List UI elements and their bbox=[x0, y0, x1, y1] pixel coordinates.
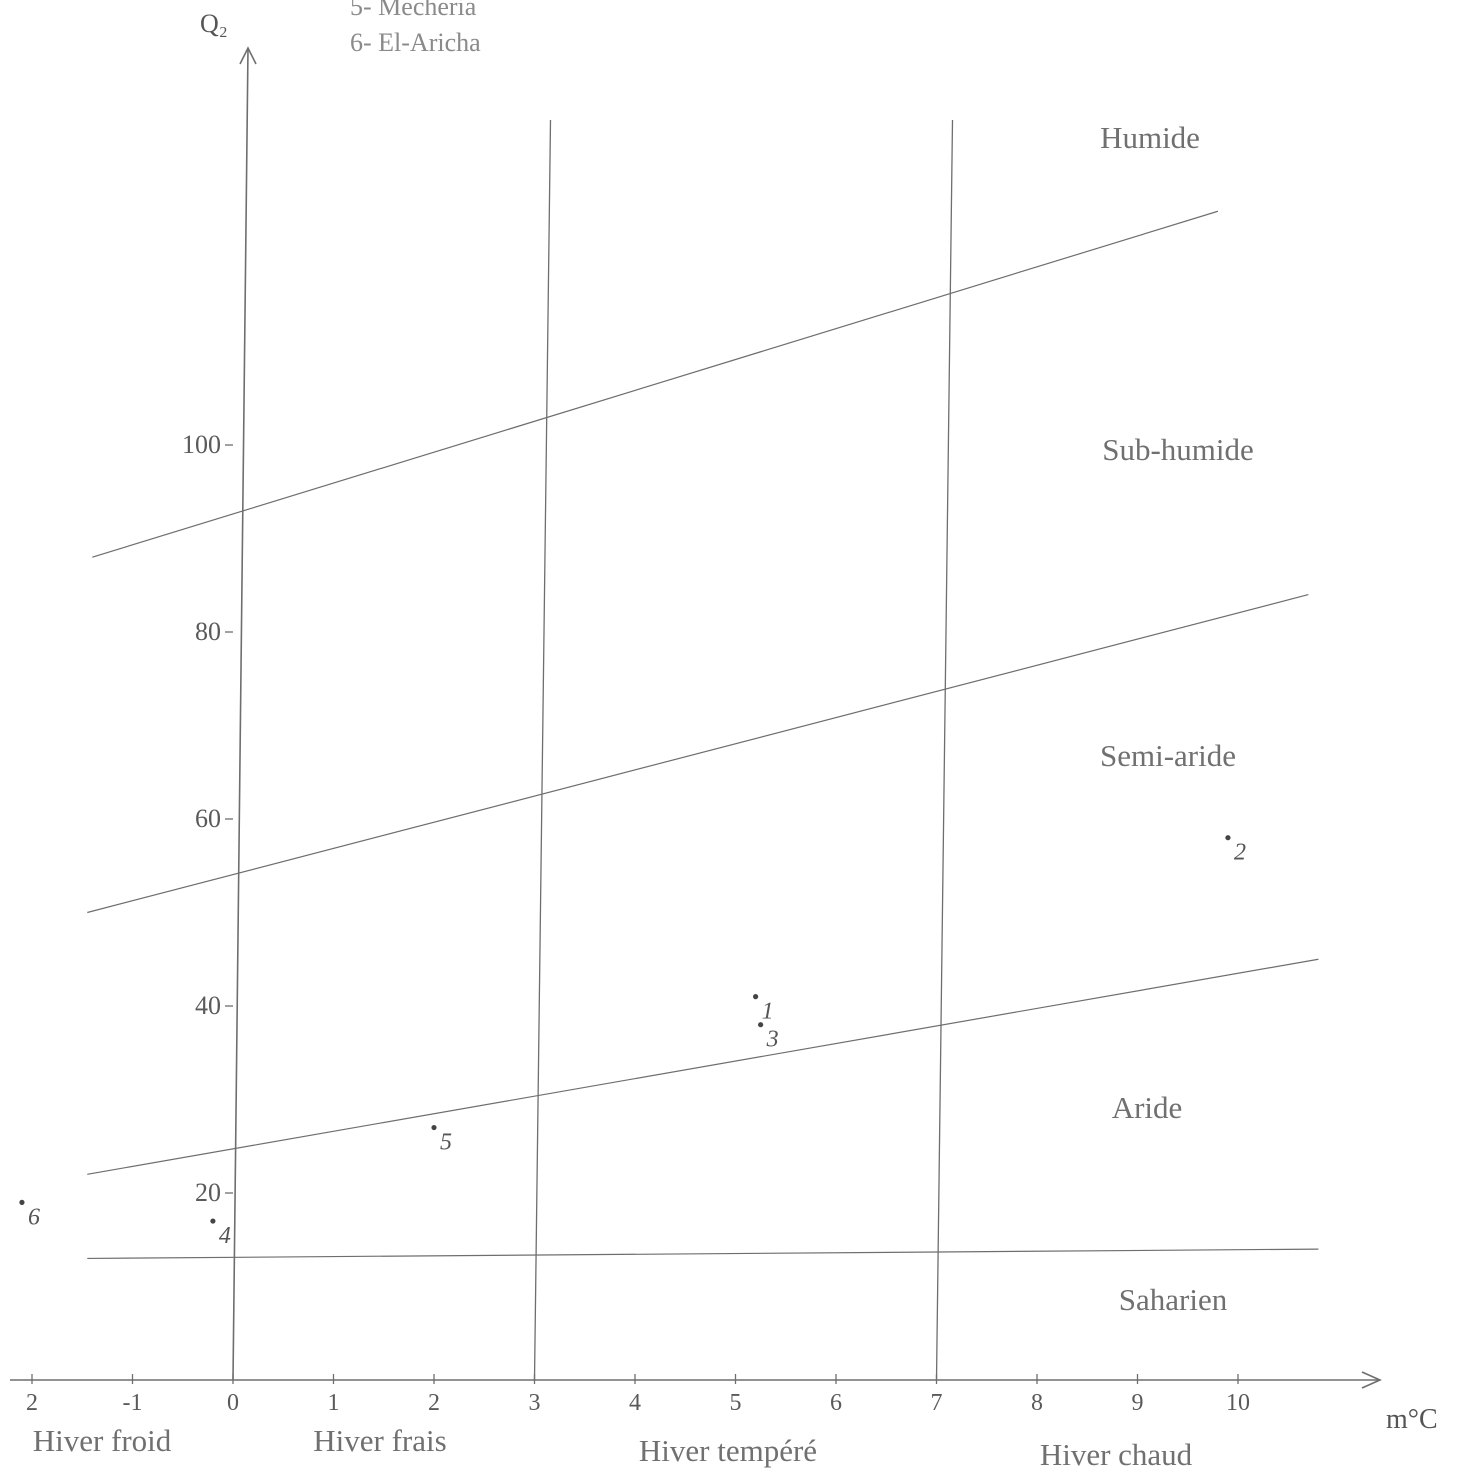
zone-label: Aride bbox=[1112, 1090, 1183, 1125]
y-tick-label: 80 bbox=[195, 617, 221, 646]
winter-divider-line bbox=[935, 119, 954, 1381]
station-label: 2 bbox=[1234, 840, 1246, 866]
x-tick-label: -1 bbox=[123, 1390, 143, 1416]
y-tick-label: 60 bbox=[195, 804, 221, 833]
zone-boundary-line bbox=[92, 210, 1219, 558]
x-tick-label: 9 bbox=[1132, 1390, 1144, 1416]
zone-boundary-line bbox=[87, 1248, 1319, 1260]
station-point bbox=[753, 994, 759, 1000]
winter-class-label: Hiver frais bbox=[313, 1423, 446, 1458]
winter-divider-line bbox=[533, 119, 552, 1381]
y-axis-label: Q₂ bbox=[200, 9, 228, 38]
x-tick-label: 0 bbox=[227, 1390, 239, 1416]
x-tick-label: 3 bbox=[529, 1390, 541, 1416]
station-label: 1 bbox=[762, 999, 774, 1025]
zone-label: Sub-humide bbox=[1102, 432, 1254, 467]
zone-label: Semi-aride bbox=[1100, 738, 1236, 773]
x-tick-label: 6 bbox=[830, 1390, 842, 1416]
station-point bbox=[758, 1022, 764, 1028]
x-tick-label: 10 bbox=[1226, 1390, 1250, 1416]
legend-item-mecheria: 5- Mecheria bbox=[350, 0, 477, 21]
legend-item-el-aricha: 6- El-Aricha bbox=[350, 28, 481, 57]
station-label: 3 bbox=[766, 1027, 779, 1053]
x-tick-label: 7 bbox=[931, 1390, 943, 1416]
x-tick-label: 2 bbox=[428, 1390, 440, 1416]
x-axis-arrow bbox=[1361, 1371, 1382, 1389]
y-tick-label: 100 bbox=[182, 430, 221, 459]
x-tick-label: 4 bbox=[629, 1390, 641, 1416]
zone-boundary-line bbox=[87, 958, 1319, 1175]
station-label: 5 bbox=[440, 1130, 452, 1156]
zone-label: Saharien bbox=[1119, 1282, 1228, 1317]
winter-class-label: Hiver chaud bbox=[1040, 1437, 1193, 1472]
zone-label: Humide bbox=[1100, 120, 1200, 155]
y-axis bbox=[232, 47, 249, 1381]
winter-class-label: Hiver tempéré bbox=[639, 1433, 817, 1468]
y-tick-label: 20 bbox=[195, 1178, 221, 1207]
station-point bbox=[1225, 835, 1231, 841]
station-label: 4 bbox=[219, 1223, 231, 1249]
x-tick-label: 8 bbox=[1031, 1390, 1043, 1416]
station-point bbox=[431, 1124, 437, 1131]
winter-class-label: Hiver froid bbox=[33, 1423, 172, 1458]
x-tick-label: 5 bbox=[730, 1390, 742, 1416]
x-tick-label: 2 bbox=[26, 1390, 38, 1416]
y-tick-label: 40 bbox=[195, 991, 221, 1020]
station-point bbox=[19, 1199, 25, 1205]
x-tick-label: 1 bbox=[328, 1390, 340, 1416]
zone-boundary-line bbox=[87, 594, 1309, 914]
x-axis-label: m°C bbox=[1386, 1404, 1438, 1435]
station-label: 6 bbox=[28, 1204, 40, 1230]
station-point bbox=[210, 1218, 216, 1224]
y-axis-arrow bbox=[239, 46, 257, 65]
